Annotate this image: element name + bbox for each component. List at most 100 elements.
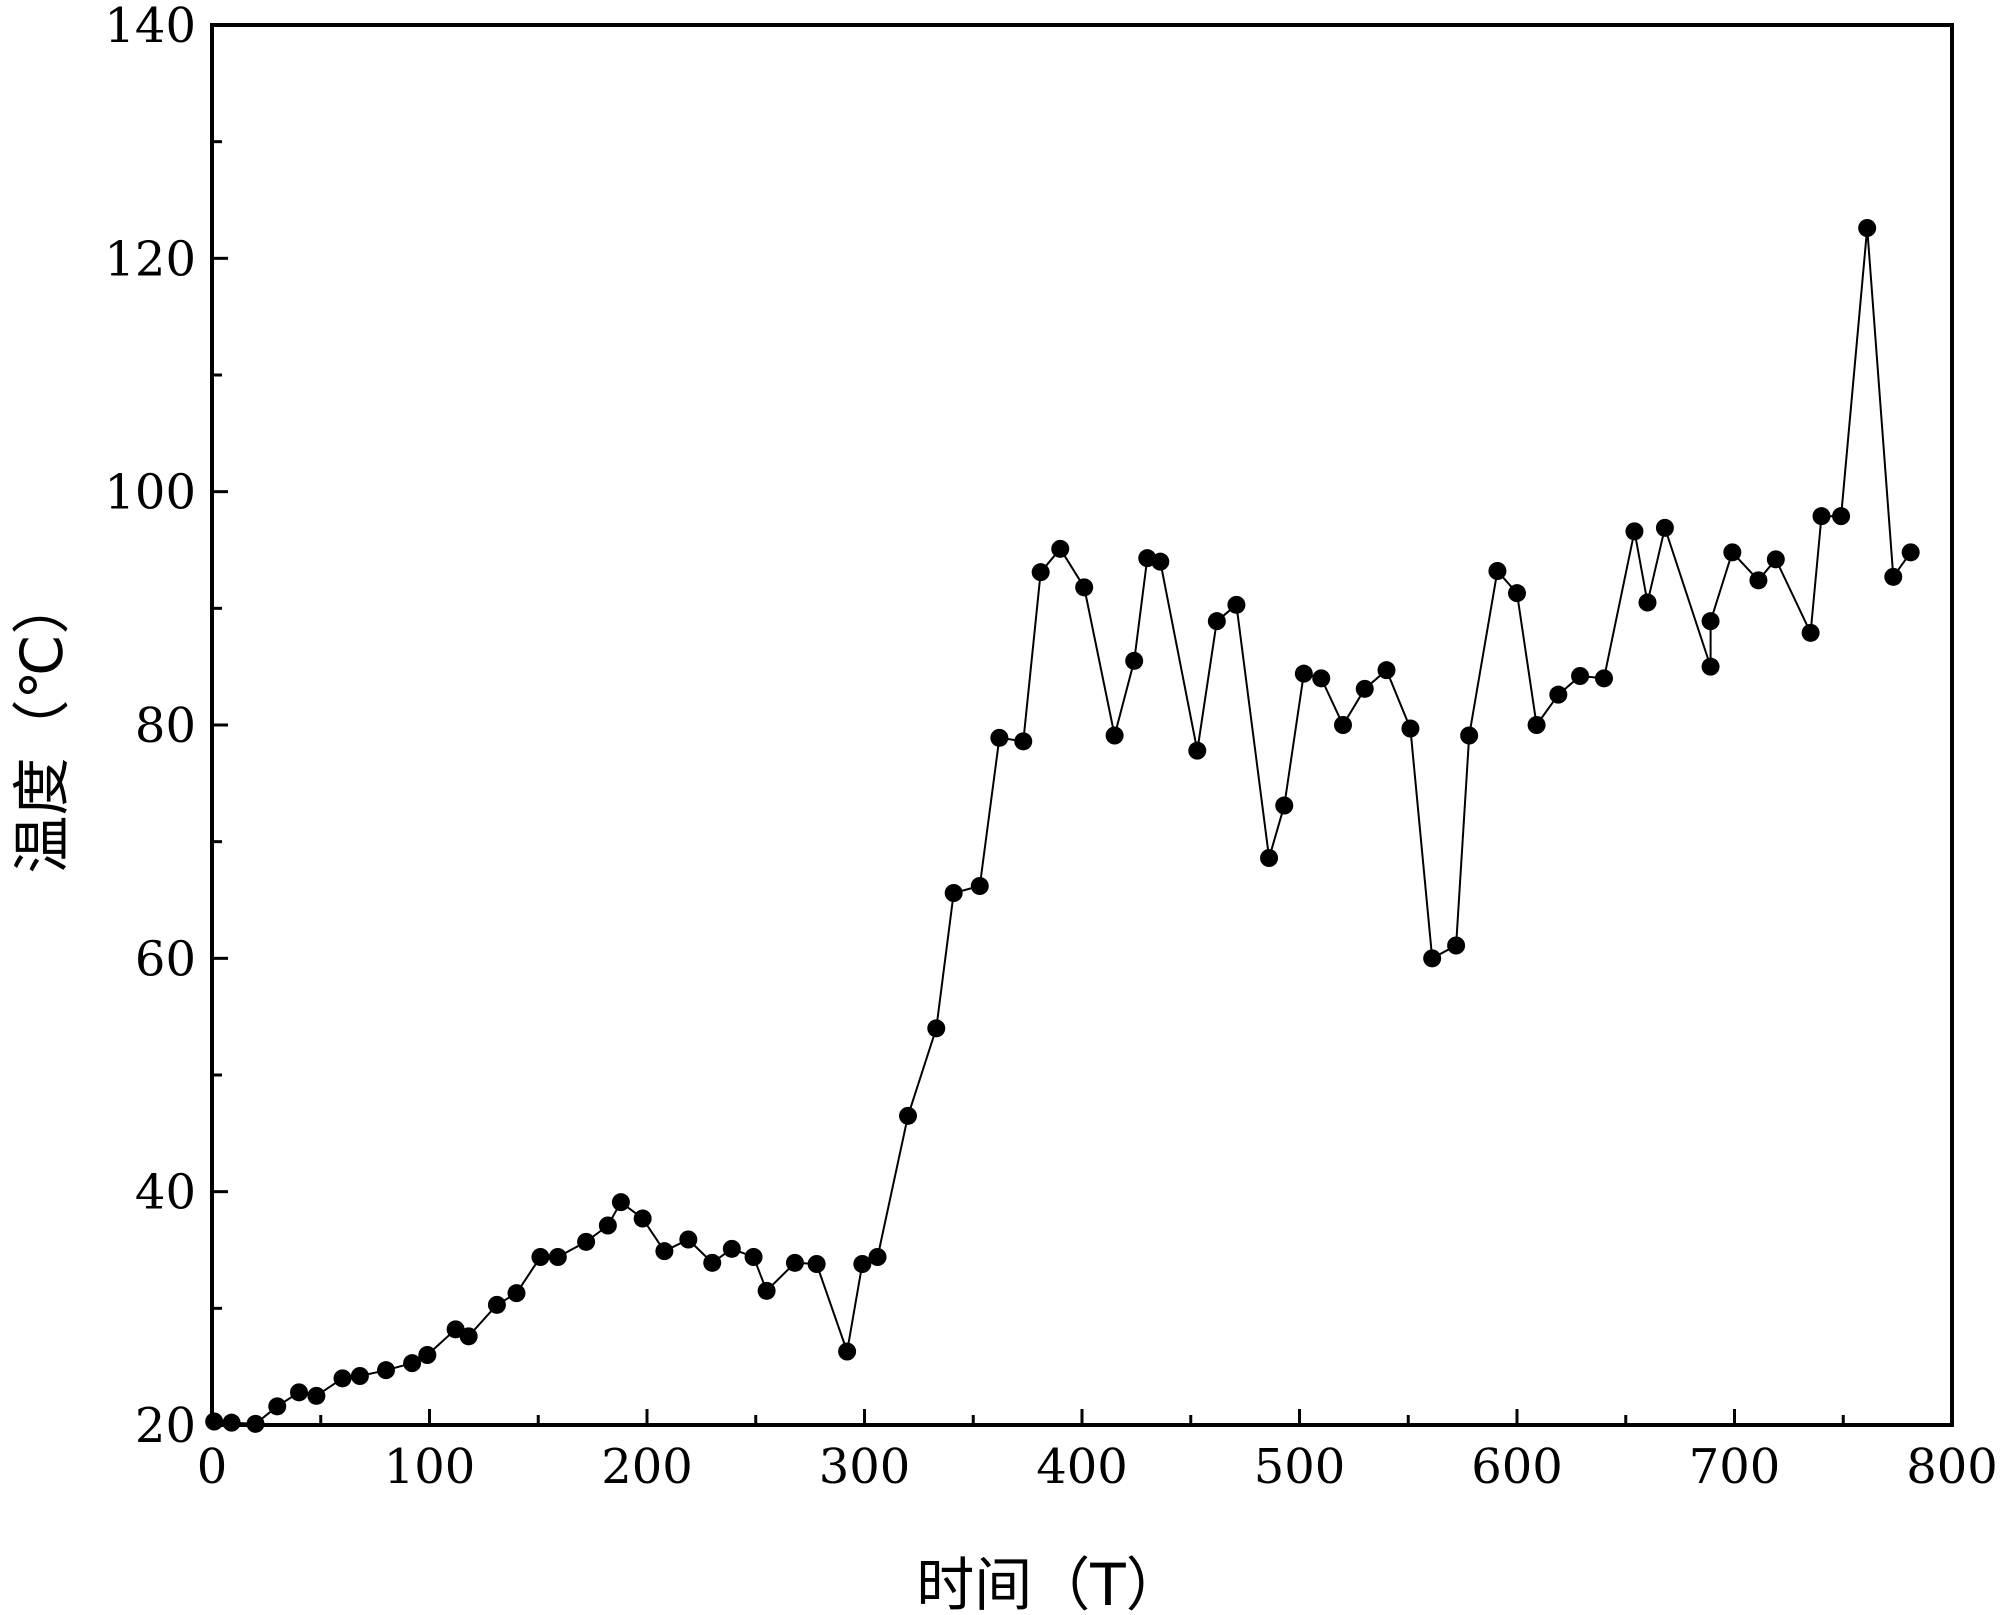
data-point bbox=[744, 1248, 763, 1266]
data-point bbox=[1508, 584, 1526, 603]
data-point bbox=[722, 1239, 741, 1258]
plot-area-frame bbox=[210, 23, 1954, 1427]
data-point bbox=[222, 1413, 241, 1432]
data-point bbox=[531, 1248, 550, 1266]
x-axis-tick-labels: 0 100 200 300 400 500 600 700 800 bbox=[197, 1439, 1998, 1495]
y-axis-tick-labels: 20 40 60 80 100 120 140 bbox=[104, 0, 196, 1454]
data-point bbox=[785, 1253, 804, 1272]
data-point bbox=[1595, 669, 1613, 688]
data-point bbox=[838, 1342, 857, 1361]
data-point bbox=[507, 1284, 526, 1303]
data-point bbox=[970, 877, 989, 895]
y-tick-label: 60 bbox=[135, 931, 196, 987]
data-point bbox=[853, 1255, 872, 1273]
data-point bbox=[1423, 949, 1442, 968]
data-point bbox=[1901, 543, 1920, 562]
x-tick-label: 100 bbox=[384, 1439, 476, 1495]
data-point bbox=[679, 1230, 698, 1249]
data-point bbox=[1488, 562, 1507, 580]
data-point bbox=[990, 728, 1009, 747]
data-point bbox=[1207, 612, 1226, 631]
data-point bbox=[1832, 507, 1851, 526]
data-point bbox=[1884, 567, 1903, 586]
data-point bbox=[333, 1369, 352, 1388]
data-point bbox=[1377, 661, 1396, 680]
data-point bbox=[1294, 664, 1313, 683]
data-point bbox=[1275, 796, 1294, 815]
y-tick-label: 100 bbox=[104, 465, 196, 521]
data-point bbox=[868, 1248, 887, 1266]
data-point bbox=[703, 1253, 722, 1272]
data-point bbox=[1858, 219, 1877, 237]
y-tick-label: 120 bbox=[104, 231, 196, 287]
data-point bbox=[418, 1346, 437, 1364]
data-point bbox=[1355, 679, 1374, 698]
data-point bbox=[459, 1327, 478, 1346]
data-point bbox=[1151, 552, 1170, 571]
series-line bbox=[214, 227, 1912, 1425]
y-axis-ticks bbox=[212, 23, 228, 1427]
data-point bbox=[246, 1414, 265, 1433]
x-tick-label: 600 bbox=[1471, 1439, 1563, 1495]
data-point bbox=[1701, 657, 1720, 676]
x-tick-label: 0 bbox=[197, 1439, 228, 1495]
data-point bbox=[1401, 719, 1420, 738]
data-point bbox=[1334, 716, 1352, 734]
data-point bbox=[487, 1295, 506, 1314]
data-point bbox=[807, 1255, 826, 1273]
x-tick-label: 300 bbox=[819, 1439, 911, 1495]
data-point bbox=[633, 1209, 652, 1228]
data-point bbox=[1227, 595, 1246, 614]
data-point bbox=[1766, 550, 1785, 569]
x-tick-label: 200 bbox=[601, 1439, 693, 1495]
data-point bbox=[1031, 563, 1050, 582]
data-point bbox=[548, 1248, 567, 1266]
data-point bbox=[1312, 669, 1331, 688]
data-point bbox=[598, 1216, 617, 1235]
series-points bbox=[205, 219, 1920, 1433]
data-point bbox=[1701, 612, 1720, 631]
data-point bbox=[1549, 685, 1568, 704]
data-point bbox=[655, 1242, 674, 1261]
data-point bbox=[1447, 936, 1466, 955]
x-tick-label: 700 bbox=[1689, 1439, 1781, 1495]
data-point bbox=[1260, 849, 1279, 867]
data-point bbox=[403, 1354, 422, 1373]
data-point bbox=[1723, 543, 1742, 562]
data-point bbox=[1460, 726, 1479, 745]
x-axis-title: 时间（T） bbox=[916, 1551, 1183, 1615]
data-point bbox=[944, 884, 963, 902]
data-point bbox=[927, 1019, 946, 1038]
data-point bbox=[268, 1397, 287, 1416]
data-point bbox=[1571, 667, 1590, 685]
data-point bbox=[757, 1281, 776, 1300]
data-point bbox=[577, 1232, 596, 1251]
data-point bbox=[1812, 507, 1831, 526]
x-tick-label: 800 bbox=[1906, 1439, 1998, 1495]
data-point bbox=[1125, 651, 1144, 670]
data-point bbox=[1105, 726, 1124, 745]
data-point bbox=[1749, 571, 1768, 590]
data-point bbox=[350, 1367, 369, 1385]
data-point bbox=[1527, 716, 1546, 734]
data-point bbox=[611, 1193, 630, 1212]
data-point bbox=[899, 1106, 917, 1125]
data-point bbox=[205, 1412, 224, 1431]
y-axis-title: 温度（℃） bbox=[8, 576, 76, 873]
y-tick-label: 40 bbox=[135, 1165, 196, 1221]
data-point bbox=[1051, 539, 1070, 558]
data-point bbox=[1188, 741, 1207, 760]
x-tick-label: 400 bbox=[1036, 1439, 1128, 1495]
data-point bbox=[307, 1386, 326, 1405]
x-axis-ticks bbox=[210, 1409, 1954, 1425]
data-point bbox=[290, 1383, 308, 1402]
data-point bbox=[1655, 518, 1674, 537]
y-tick-label: 20 bbox=[135, 1398, 196, 1454]
x-tick-label: 500 bbox=[1254, 1439, 1346, 1495]
y-tick-label: 80 bbox=[135, 698, 196, 754]
data-point bbox=[377, 1361, 395, 1380]
data-point bbox=[1075, 578, 1094, 597]
data-point bbox=[1625, 522, 1644, 541]
data-point bbox=[1638, 593, 1657, 612]
